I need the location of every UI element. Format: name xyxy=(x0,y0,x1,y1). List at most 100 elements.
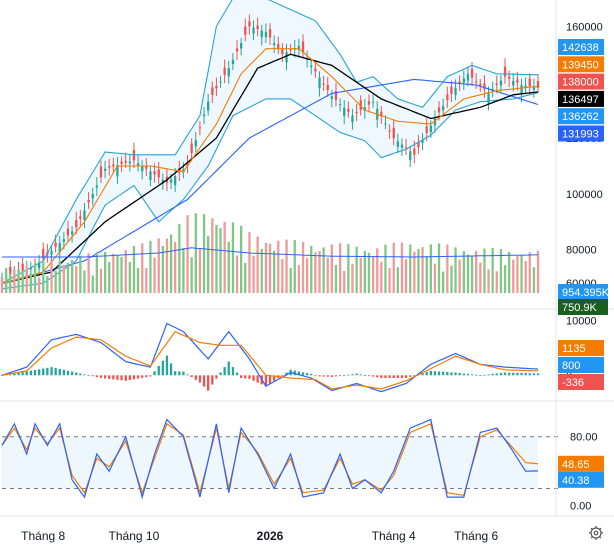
macd-histogram-bar xyxy=(42,368,45,376)
macd-histogram-bar xyxy=(470,374,474,376)
macd-histogram-bar xyxy=(219,372,222,376)
macd-histogram-bar xyxy=(264,375,268,387)
volume-bar xyxy=(343,271,346,293)
macd-histogram-bar xyxy=(343,375,346,377)
volume-bar xyxy=(409,244,412,293)
macd-histogram-bar xyxy=(136,375,140,379)
ma20-line xyxy=(1,48,539,284)
macd-histogram-bar xyxy=(240,375,243,378)
candle xyxy=(108,158,111,176)
volume-bar xyxy=(524,261,527,293)
candle xyxy=(161,173,164,190)
candle xyxy=(334,82,338,107)
macd-histogram-bar xyxy=(202,375,206,387)
macd-histogram-bar xyxy=(293,370,296,376)
volume-bar xyxy=(277,240,280,293)
price-badge: 138000 xyxy=(558,73,604,90)
candle xyxy=(520,78,523,103)
candle xyxy=(508,70,511,88)
volume-bar xyxy=(268,243,272,293)
price-tick-label: 100000 xyxy=(566,189,603,201)
macd-histogram-bar xyxy=(339,375,342,377)
svg-text:138000: 138000 xyxy=(562,77,599,89)
macd-histogram-bar xyxy=(301,372,305,376)
macd-histogram-bar xyxy=(355,373,358,376)
volume-bar xyxy=(165,238,169,293)
volume-bar xyxy=(499,249,503,293)
macd-histogram-bar xyxy=(314,375,317,377)
volume-bar xyxy=(466,254,470,293)
volume-bar xyxy=(29,273,32,293)
macd-histogram-bar xyxy=(248,375,251,379)
candle xyxy=(417,135,420,154)
candle xyxy=(487,86,490,111)
volume-bar xyxy=(400,242,404,293)
volume-bar xyxy=(215,224,218,293)
volume-bar xyxy=(244,262,247,293)
svg-text:40.38: 40.38 xyxy=(562,475,590,487)
candle xyxy=(116,156,119,185)
candle xyxy=(244,18,247,42)
macd-histogram-bar xyxy=(273,375,276,381)
volume-bar xyxy=(425,256,428,293)
volume-bar xyxy=(186,215,189,293)
volume-bar xyxy=(326,257,329,293)
volume-bar xyxy=(178,223,181,293)
macd-histogram-bar xyxy=(388,375,391,378)
volume-bar xyxy=(413,251,416,293)
macd-histogram-bar xyxy=(326,375,329,377)
macd-histogram-bar xyxy=(479,375,482,377)
volume-badge: 954.395K xyxy=(558,284,610,300)
macd-histogram-bar xyxy=(112,375,115,380)
price-badge: 139450 xyxy=(558,56,604,73)
volume-badge: 750.9K xyxy=(558,299,608,315)
volume-bar xyxy=(470,256,474,293)
macd-histogram-bar xyxy=(462,373,465,376)
macd-histogram-bar xyxy=(425,372,428,376)
macd-histogram-bar xyxy=(132,375,136,380)
volume-bar xyxy=(483,248,486,293)
gear-icon[interactable] xyxy=(589,526,603,540)
volume-bar xyxy=(190,257,193,293)
svg-text:1135: 1135 xyxy=(562,343,586,355)
volume-bar xyxy=(454,247,457,293)
volume-bar xyxy=(503,265,507,293)
volume-bar xyxy=(516,255,519,293)
macd-histogram-bar xyxy=(376,375,379,378)
candle xyxy=(268,23,272,45)
macd-histogram-bar xyxy=(9,374,12,376)
volume-bar xyxy=(433,263,437,293)
time-axis[interactable]: Tháng 8 Tháng 10 2026 Tháng 4 Tháng 6 xyxy=(21,529,498,543)
volume-bar xyxy=(211,218,214,293)
volume-bar xyxy=(9,273,12,293)
volume-bar xyxy=(62,265,65,293)
candle xyxy=(141,160,144,180)
time-label: 2026 xyxy=(257,529,284,543)
macd-histogram-bar xyxy=(310,373,313,376)
volume-bar xyxy=(252,255,255,293)
candle xyxy=(186,155,189,174)
volume-bar xyxy=(532,267,536,293)
candle xyxy=(499,75,503,92)
macd-histogram-bar xyxy=(306,373,309,376)
candle xyxy=(71,225,74,243)
svg-text:750.9K: 750.9K xyxy=(562,302,598,314)
macd-histogram-bar xyxy=(186,374,189,376)
volume-bar xyxy=(429,244,432,293)
volume-bar xyxy=(99,268,103,293)
volume-bar xyxy=(330,244,333,293)
macd-histogram-bar xyxy=(182,371,185,376)
volume-bar xyxy=(314,252,317,293)
candle xyxy=(380,106,383,124)
candle xyxy=(219,75,222,88)
volume-bar xyxy=(396,267,399,293)
volume-bar xyxy=(334,265,338,293)
candle xyxy=(256,17,259,37)
candle xyxy=(145,158,148,177)
macd-histogram-bar xyxy=(256,375,259,383)
macd-histogram-bar xyxy=(95,375,98,378)
macd-histogram-bar xyxy=(141,375,144,378)
macd-histogram-bar xyxy=(392,375,395,378)
volume-bar xyxy=(450,265,453,293)
volume-bar xyxy=(132,245,136,293)
